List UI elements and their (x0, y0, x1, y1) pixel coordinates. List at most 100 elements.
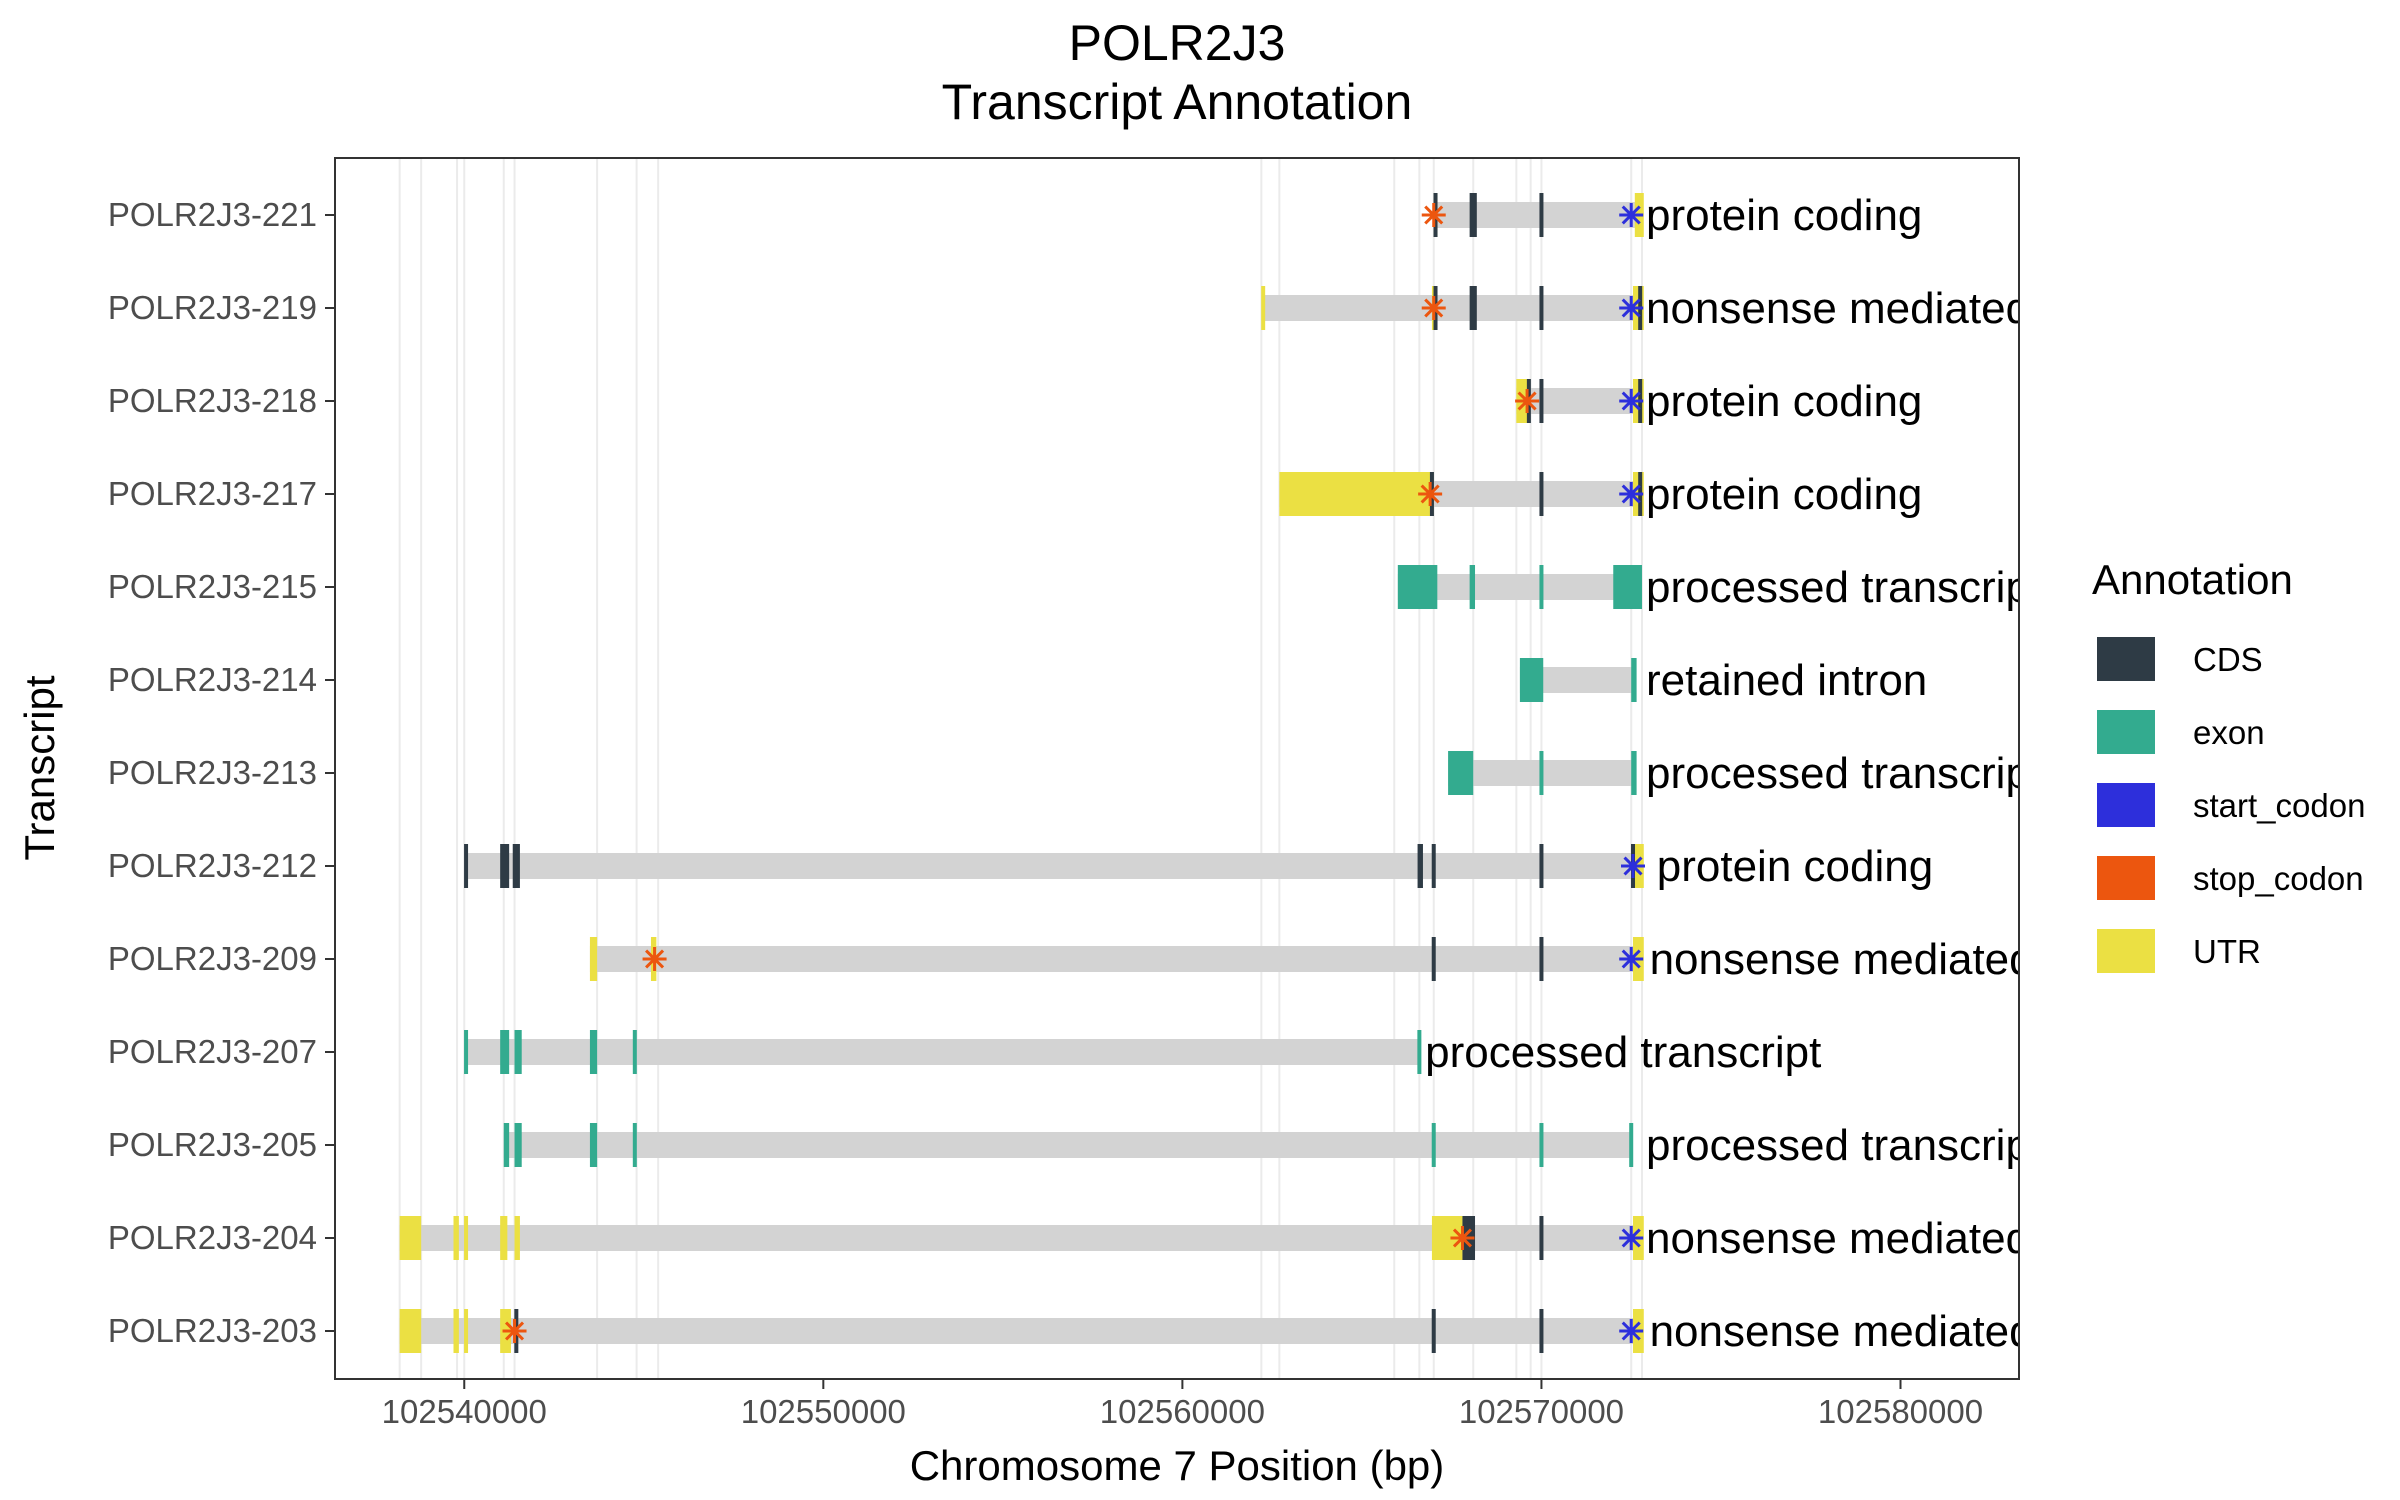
transcript-track: nonsense mediated decay (1261, 284, 2160, 333)
legend-label-stop-codon: stop_codon (2193, 860, 2364, 897)
transcript-type-label: processed transcript (1646, 563, 2042, 612)
legend-swatch-start-codon (2097, 783, 2155, 827)
x-tick-label: 102550000 (741, 1393, 906, 1430)
transcript-type-label: nonsense mediated decay (1650, 1307, 2164, 1356)
utr-block (589, 937, 598, 981)
intron-bar (1433, 202, 1642, 228)
transcript-track: protein coding (1515, 377, 1922, 426)
utr-block (464, 1216, 469, 1260)
exon-block (1629, 1123, 1634, 1167)
stop-codon-marker (642, 947, 667, 971)
transcript-track: protein coding (1279, 470, 1922, 519)
transcript-type-label: nonsense mediated decay (1646, 1214, 2160, 1263)
utr-block (514, 1216, 520, 1260)
exon-block (1631, 751, 1637, 795)
legend-label-CDS: CDS (2193, 641, 2263, 678)
transcript-track: processed transcript (1448, 749, 2042, 798)
legend-swatch-stop-codon (2097, 856, 2155, 900)
stop-codon-marker (502, 1319, 527, 1343)
intron-bar (464, 1039, 1422, 1065)
cds-block (1469, 286, 1477, 330)
exon-block (464, 1030, 469, 1074)
stop-codon-marker (1515, 389, 1540, 413)
utr-block (500, 1216, 508, 1260)
start-codon-marker (1619, 482, 1644, 506)
y-tick-label: POLR2J3-204 (108, 1219, 317, 1256)
legend-label-start-codon: start_codon (2193, 787, 2365, 824)
transcript-track: nonsense mediated decay (399, 1214, 2160, 1263)
stop-codon-marker (1418, 482, 1443, 506)
exon-block (1519, 658, 1544, 702)
exon-block (1539, 565, 1544, 609)
transcript-type-label: protein coding (1657, 842, 1933, 891)
x-axis: 102540000 102550000 102560000 102570000 1025… (382, 1379, 1983, 1430)
transcript-track: nonsense mediated decay (399, 1307, 2164, 1356)
start-codon-marker (1619, 296, 1644, 320)
transcript-type-label: protein coding (1646, 377, 1922, 426)
utr-block (453, 1309, 459, 1353)
y-tick-label: POLR2J3-214 (108, 661, 317, 698)
transcript-type-label: processed transcript (1646, 749, 2042, 798)
intron-bar (1397, 574, 1642, 600)
utr-block (399, 1216, 422, 1260)
cds-block (1417, 844, 1423, 888)
transcript-type-label: nonsense mediated decay (1646, 284, 2160, 333)
cds-block (1539, 844, 1544, 888)
exon-block (1431, 1123, 1436, 1167)
y-axis: POLR2J3-221 POLR2J3-219 POLR2J3-218 POLR2J3… (108, 196, 335, 1349)
chart-title-line-1: POLR2J3 (1069, 15, 1286, 71)
exon-block (1613, 565, 1642, 609)
exon-block (514, 1030, 522, 1074)
transcript-track: retained intron (1519, 656, 1927, 705)
exon-block (1448, 751, 1474, 795)
cds-block (1539, 379, 1544, 423)
cds-block (1539, 193, 1544, 237)
transcript-type-label: processed transcript (1646, 1121, 2042, 1170)
exon-block (1397, 565, 1438, 609)
exon-block (1539, 751, 1544, 795)
transcript-track: protein coding (464, 842, 1933, 891)
transcript-track: processed transcript (1397, 563, 2042, 612)
exon-block (1631, 658, 1637, 702)
transcript-track: nonsense mediated decay (589, 935, 2164, 984)
stop-codon-marker (1421, 296, 1446, 320)
transcript-track: protein coding (1421, 191, 1922, 240)
x-tick-label: 102580000 (1818, 1393, 1983, 1430)
cds-block (1469, 193, 1477, 237)
stop-codon-marker (1450, 1226, 1475, 1250)
stop-codon-marker (1421, 203, 1446, 227)
utr-block (453, 1216, 459, 1260)
x-axis-title: Chromosome 7 Position (bp) (910, 1442, 1445, 1489)
y-tick-label: POLR2J3-218 (108, 382, 317, 419)
transcript-type-label: processed transcript (1425, 1028, 1821, 1077)
legend-label-UTR: UTR (2193, 933, 2261, 970)
intron-bar (1261, 295, 1642, 321)
cds-block (1539, 1309, 1544, 1353)
legend-swatch-CDS (2097, 637, 2155, 681)
legend-swatch-UTR (2097, 929, 2155, 973)
cds-block (1539, 286, 1544, 330)
exon-block (1469, 565, 1476, 609)
transcript-tracks: protein coding nonsense mediated decay pro… (399, 191, 2164, 1356)
legend: Annotation CDS exon start_codon stop_codon U… (2092, 556, 2365, 973)
cds-block (1539, 937, 1544, 981)
legend-label-exon: exon (2193, 714, 2265, 751)
y-tick-label: POLR2J3-207 (108, 1033, 317, 1070)
exon-block (500, 1030, 510, 1074)
exon-block (632, 1123, 637, 1167)
exon-block (589, 1030, 598, 1074)
transcript-type-label: protein coding (1646, 470, 1922, 519)
start-codon-marker (1619, 1319, 1644, 1343)
x-tick-label: 102560000 (1100, 1393, 1265, 1430)
start-codon-marker (1619, 389, 1644, 413)
x-tick-label: 102570000 (1459, 1393, 1624, 1430)
y-tick-label: POLR2J3-203 (108, 1312, 317, 1349)
transcript-track: processed transcript (464, 1028, 1821, 1077)
utr-block (399, 1309, 422, 1353)
utr-block (464, 1309, 469, 1353)
intron-bar (399, 1318, 1642, 1344)
transcript-type-label: nonsense mediated decay (1650, 935, 2164, 984)
y-tick-label: POLR2J3-219 (108, 289, 317, 326)
start-codon-marker (1619, 1226, 1644, 1250)
